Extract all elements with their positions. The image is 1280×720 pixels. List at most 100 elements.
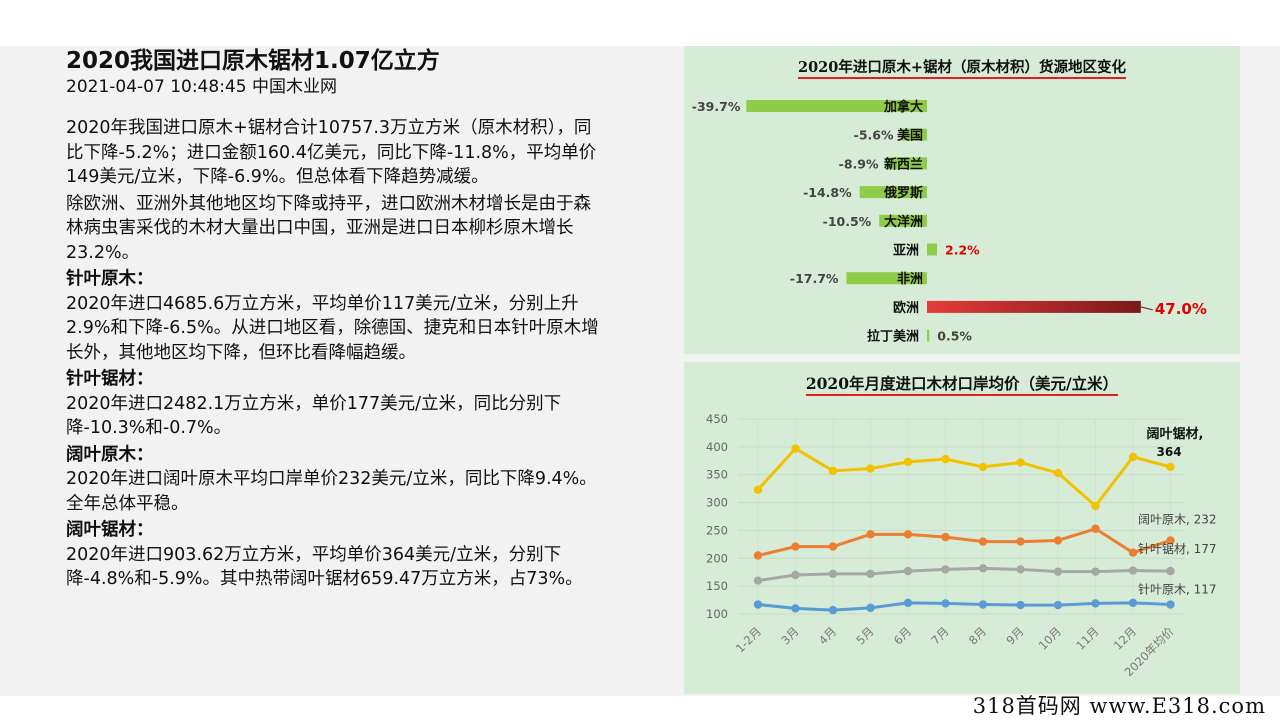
y-tick-label: 100 [706,607,728,621]
x-tick-label: 7月 [928,624,951,647]
value-label: -14.8% [803,185,852,200]
data-point [1053,567,1063,576]
y-tick-label: 350 [706,468,728,482]
category-label: 俄罗斯 [883,185,923,201]
price-chart-title: 2020年月度进口木材口岸均价（美元/立米） [684,372,1240,396]
data-point [791,570,800,580]
bar-俄罗斯 [859,186,927,199]
data-point [828,466,838,476]
y-tick-label: 300 [706,496,728,510]
y-tick-label: 450 [706,412,728,426]
bar-美国 [901,128,927,141]
x-tick-label: 5月 [853,624,876,647]
data-point [1166,600,1175,609]
x-tick-label: 1-2月 [733,624,764,655]
value-label: -17.7% [790,271,839,286]
data-point [1053,536,1063,545]
data-point [1128,548,1138,557]
section-heading: 针叶原木： [66,269,154,289]
data-point [866,530,875,539]
data-point [1091,599,1100,608]
series-line-针叶原木 [757,601,1171,612]
data-point [1016,537,1025,546]
article: 2020我国进口原木锯材1.07亿立方 2021-04-07 10:48:45 … [66,46,606,594]
y-tick-label: 250 [706,523,728,537]
data-point [753,485,763,494]
bar-大洋洲 [879,214,927,227]
section-heading: 阔叶锯材： [66,520,154,540]
x-tick-label: 9月 [1003,624,1026,647]
section-text: 2020年进口2482.1万立方米，单价177美元/立米，同比分别下降-10.3… [66,393,562,439]
data-point [941,532,950,542]
value-label: -10.5% [823,214,872,229]
category-label: 新西兰 [884,156,923,172]
series-label: 针叶原木, 117 [1138,582,1217,597]
bar-新西兰 [886,157,927,170]
data-point [1053,600,1063,610]
data-point [828,605,838,615]
data-point [1128,598,1138,608]
series-label: 阔叶锯材, [1147,426,1204,442]
value-label: -8.9% [839,156,879,171]
series-label: 针叶锯材, 177 [1138,541,1217,556]
series-line-阔叶锯材 [756,447,1171,508]
data-point [1166,536,1175,545]
data-point [1016,458,1025,467]
region-bar-chart: 加拿大 -39.7% 美国-5.6% 新西兰 -8.9% 俄罗斯 -14.8% 大洋洲 -10.… [692,99,1207,345]
data-point [903,566,913,576]
data-point [1091,501,1100,511]
value-label: -5.6% [854,128,894,143]
data-point [866,603,875,613]
section-text: 2020年进口903.62万立方米，平均单价364美元/立米，分别下降-4.8%… [66,544,583,590]
value-label: 0.5% [937,329,972,344]
bar-非洲 [846,272,927,285]
watermark-footer: 318首码网 www.E318.com [972,694,1266,718]
data-point [1053,468,1063,478]
data-point [903,457,913,467]
data-point [941,599,950,608]
article-region-para: 除欧洲、亚洲外其他地区均下降或持平，进口欧洲木材增长是由于森林病虫害采伐的木材大… [66,193,591,263]
data-point [978,564,988,573]
series-end-value: 364 [1157,445,1182,459]
data-point [978,462,988,472]
bar-拉丁美洲 [927,329,930,342]
data-point [1016,600,1025,610]
bar-加拿大 [746,100,927,112]
data-point [1166,566,1175,576]
series-line-阔叶原木 [757,527,1171,557]
y-tick-label: 200 [706,551,728,565]
data-point [753,551,763,560]
data-point [903,530,913,539]
x-tick-label: 12月 [1111,624,1139,652]
value-label: -39.7% [692,99,741,114]
bar-亚洲 [927,243,938,256]
data-point [903,598,913,608]
article-intro: 2020年我国进口原木+锯材合计10757.3万立方米（原木材积），同比下降-5… [66,118,597,187]
series-line-针叶锯材 [757,566,1171,583]
data-point [828,569,838,579]
data-point [978,600,988,609]
data-point [753,600,763,609]
x-tick-label: 6月 [891,624,914,647]
data-point [1016,565,1025,574]
article-meta: 2021-04-07 10:48:45 中国木业网 [66,77,337,97]
category-label: 美国 [897,128,923,144]
data-point [1128,452,1138,462]
section-heading: 阔叶原木： [66,444,154,465]
data-point [1091,524,1100,533]
section-heading: 针叶锯材： [66,369,154,389]
leader-line [1140,306,1153,311]
category-label: 欧洲 [893,300,919,316]
article-title: 2020我国进口原木锯材1.07亿立方 [66,48,440,74]
y-tick-label: 150 [706,579,728,593]
data-point [791,542,800,551]
data-point [1091,567,1100,576]
data-point [753,576,763,585]
data-point [941,565,950,574]
data-point [828,542,838,551]
category-label: 拉丁美洲 [867,329,919,345]
data-point [978,537,988,546]
series-label: 阔叶原木, 232 [1138,512,1217,526]
x-tick-label: 3月 [778,624,801,647]
y-tick-label: 400 [706,440,728,454]
